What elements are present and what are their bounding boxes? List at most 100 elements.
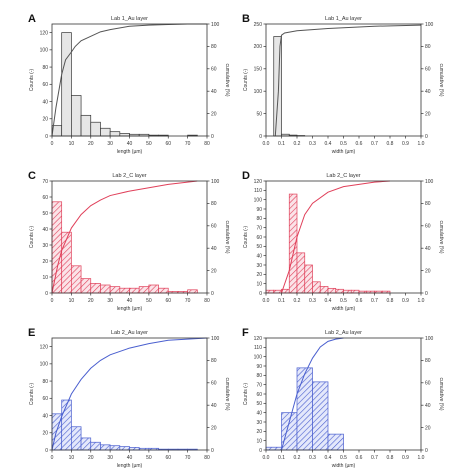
y2-tick-label: 80: [211, 201, 217, 207]
y-tick-label: 150: [254, 67, 263, 73]
y2-tick-label: 80: [425, 358, 431, 364]
histogram-bar: [273, 289, 282, 294]
x-tick-label: 80: [204, 141, 210, 147]
x-tick-label: 0.9: [402, 455, 409, 461]
x-tick-label: 0.7: [371, 455, 378, 461]
x-tick-label: 0.6: [356, 141, 363, 147]
y2-axis-label: cumulative (%): [224, 377, 230, 410]
y2-tick-label: 60: [425, 381, 431, 387]
y-tick-label: 40: [256, 410, 262, 416]
x-tick-label: 0.0: [263, 455, 270, 461]
y-tick-label: 10: [256, 438, 262, 444]
x-tick-label: 0.2: [294, 141, 301, 147]
y2-tick-label: 20: [425, 268, 431, 274]
x-tick-label: 50: [146, 298, 152, 304]
histogram-bar: [100, 444, 111, 451]
chart-panel-c: 0 10 20 30 40 50 60 70 8001020304050607002040608…: [28, 170, 230, 312]
y-tick-label: 80: [256, 216, 262, 222]
y-tick-label: 20: [256, 272, 262, 278]
histogram-bar: [90, 441, 101, 451]
y-tick-label: 40: [42, 99, 48, 105]
x-tick-label: 40: [127, 141, 133, 147]
x-tick-label: 0.6: [356, 298, 363, 304]
y2-tick-label: 20: [425, 111, 431, 117]
histogram-bar: [265, 446, 282, 451]
y-tick-label: 100: [254, 197, 263, 203]
y2-tick-label: 80: [425, 201, 431, 207]
y-tick-label: 40: [256, 253, 262, 259]
y-tick-label: 50: [42, 211, 48, 217]
histogram-bar: [80, 278, 92, 294]
histogram-bar: [158, 287, 169, 294]
histogram-bar: [296, 367, 313, 451]
y-tick-label: 120: [40, 30, 49, 36]
cumulative-line: [281, 337, 344, 451]
chart-panel-f: 0.0 0.1 0.2 0.3 0.4 0.5 0.6 0.7 0.8 0.9 1.00102030…: [242, 327, 444, 469]
chart-title: Lab 1_Au layer: [325, 16, 362, 22]
y2-axis-label: cumulative (%): [438, 63, 444, 96]
y-tick-label: 0: [45, 134, 48, 140]
y-tick-label: 120: [254, 336, 263, 342]
panel-letter: C: [28, 170, 36, 182]
y2-tick-label: 60: [425, 224, 431, 230]
y2-tick-label: 0: [425, 134, 428, 140]
y-tick-label: 0: [259, 448, 262, 454]
y-tick-label: 120: [254, 179, 263, 185]
chart-panel-b: 0.0 0.1 0.2 0.3 0.4 0.5 0.6 0.7 0.8 0.9 1.00501001…: [242, 13, 444, 155]
y-tick-label: 50: [256, 401, 262, 407]
y-tick-label: 80: [256, 373, 262, 379]
histogram-bar: [80, 437, 92, 451]
histogram-bar: [90, 121, 101, 137]
y-axis-label: Counts (-): [243, 69, 249, 92]
x-tick-label: 40: [127, 298, 133, 304]
y2-tick-label: 20: [211, 111, 217, 117]
histogram-bar: [129, 287, 140, 294]
x-tick-label: 0.0: [263, 141, 270, 147]
y-tick-label: 200: [254, 44, 263, 50]
x-axis-label: width (µm): [332, 463, 356, 469]
x-tick-label: 70: [185, 298, 191, 304]
y2-axis-label: cumulative (%): [224, 63, 230, 96]
histogram-bar: [100, 284, 111, 294]
x-tick-label: 0.5: [340, 298, 347, 304]
histogram-bar: [187, 289, 198, 294]
x-axis-label: width (µm): [332, 149, 356, 155]
plot-frame: [265, 23, 422, 137]
x-tick-label: 0.4: [325, 298, 332, 304]
histogram-bar: [138, 286, 150, 294]
cumulative-line: [51, 180, 198, 294]
x-tick-label: 80: [204, 455, 210, 461]
x-tick-label: 1.0: [418, 141, 425, 147]
x-tick-label: 0.2: [294, 455, 301, 461]
histogram-bar: [100, 127, 111, 137]
x-tick-label: 1.0: [418, 455, 425, 461]
histogram-bar: [148, 284, 159, 294]
x-tick-label: 0.7: [371, 298, 378, 304]
x-tick-label: 60: [165, 141, 171, 147]
y-tick-label: 10: [256, 281, 262, 287]
chart-panel-d: 0.0 0.1 0.2 0.3 0.4 0.5 0.6 0.7 0.8 0.9 1.00102030…: [242, 170, 444, 312]
x-tick-label: 0.8: [387, 141, 394, 147]
x-tick-label: 0.2: [294, 298, 301, 304]
y-tick-label: 70: [256, 225, 262, 231]
y-tick-label: 20: [42, 117, 48, 123]
y2-tick-label: 100: [211, 179, 220, 185]
histogram-bar: [119, 287, 130, 294]
x-tick-label: 70: [185, 455, 191, 461]
panel-letter: A: [28, 13, 36, 25]
chart-panel-a: 0 10 20 30 40 50 60 70 8002040608010012002040608…: [28, 13, 230, 155]
histogram-bar: [71, 265, 82, 294]
y2-tick-label: 0: [211, 448, 214, 454]
y2-tick-label: 0: [211, 291, 214, 297]
y-tick-label: 80: [42, 379, 48, 385]
y2-tick-label: 40: [211, 246, 217, 252]
cumulative-line: [51, 337, 208, 451]
x-tick-label: 30: [107, 298, 113, 304]
y2-tick-label: 20: [425, 425, 431, 431]
y-tick-label: 60: [42, 82, 48, 88]
y-tick-label: 110: [254, 345, 262, 351]
y-tick-label: 40: [42, 227, 48, 233]
cumulative-line: [281, 180, 391, 294]
x-tick-label: 0.0: [263, 298, 270, 304]
